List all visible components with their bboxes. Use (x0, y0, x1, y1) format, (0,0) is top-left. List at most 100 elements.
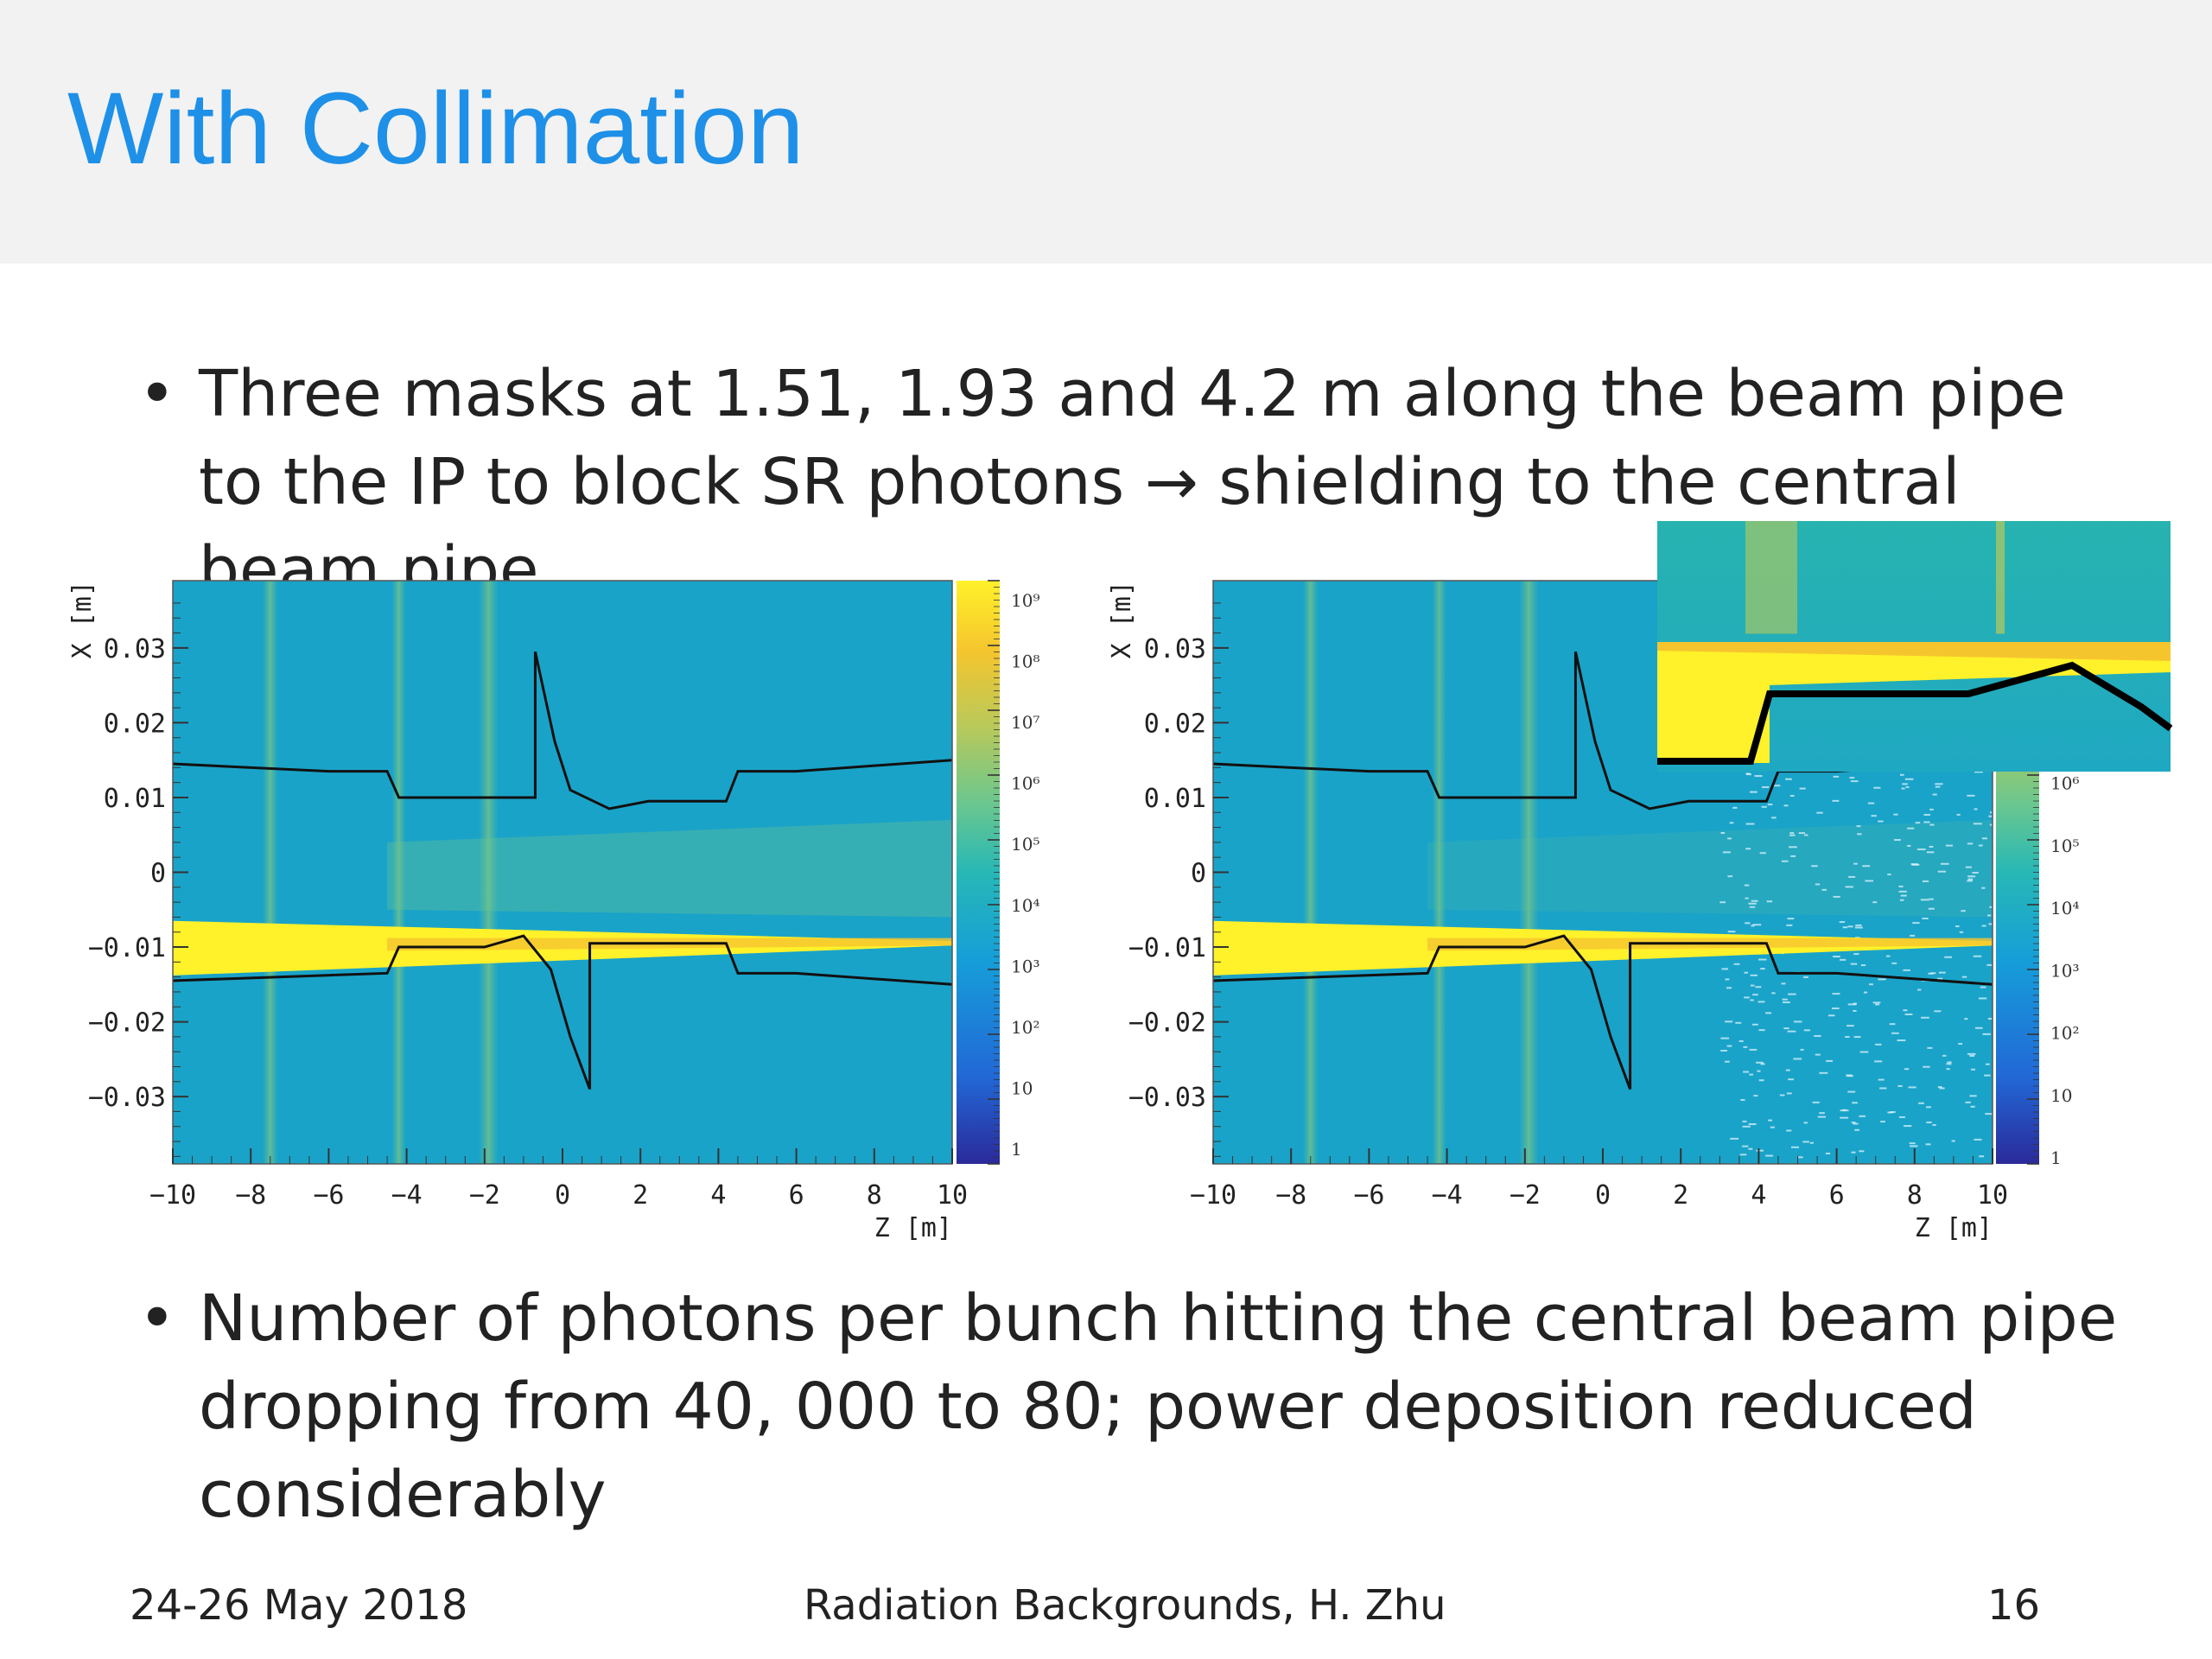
y-axis-label: X [m] (67, 581, 98, 658)
speckle (1879, 1087, 1887, 1090)
colorbar-label: 10⁶ (1011, 773, 1039, 794)
speckle (1928, 972, 1934, 975)
speckle (1928, 907, 1935, 910)
speckle (1804, 834, 1808, 836)
speckle (1756, 1061, 1764, 1064)
speckle (1852, 1102, 1859, 1104)
x-tick-label: 8 (867, 1180, 882, 1211)
speckle (1937, 1086, 1942, 1089)
speckle (1750, 984, 1755, 987)
speckle (1893, 813, 1898, 816)
speckle (1760, 968, 1765, 970)
speckle (1929, 823, 1935, 826)
speckle (1974, 1027, 1983, 1029)
speckle (1917, 988, 1922, 991)
bullet-text-1: Three masks at 1.51, 1.93 and 4.2 m alon… (199, 357, 2066, 607)
speckle (1814, 1034, 1821, 1037)
speckle (1779, 1094, 1785, 1096)
speckle (1937, 870, 1947, 873)
speckle (1939, 1087, 1945, 1090)
colorbar-label: 10 (2050, 1085, 2072, 1106)
inset-halo (1996, 521, 2005, 634)
speckle (1940, 862, 1949, 865)
inset-halo (1745, 521, 1797, 634)
speckle (1786, 1129, 1792, 1132)
speckle (1854, 926, 1863, 929)
speckle (1887, 1111, 1893, 1114)
speckle (1869, 983, 1873, 986)
speckle (1970, 1105, 1975, 1108)
speckle (1730, 1137, 1739, 1140)
speckle (1955, 925, 1960, 928)
speckle (1934, 1010, 1942, 1013)
y-tick-label: 0.03 (1144, 634, 1206, 664)
speckle (1752, 924, 1762, 926)
speckle (1967, 1052, 1976, 1055)
speckle (1907, 827, 1915, 830)
speckle (1860, 964, 1866, 967)
speckle (1771, 992, 1776, 995)
colorbar-label: 1 (1011, 1139, 1022, 1160)
colorbar-label: 10³ (1011, 956, 1039, 976)
colorbar (957, 581, 1000, 1164)
speckle (1785, 778, 1792, 780)
speckle (1771, 817, 1777, 819)
speckle (1945, 844, 1954, 847)
speckle (1859, 1150, 1865, 1153)
scatter-halo (391, 581, 406, 1164)
speckle (1932, 1124, 1936, 1127)
x-tick-label: 10 (937, 1180, 968, 1211)
speckle (1767, 804, 1773, 806)
speckle (1853, 1009, 1857, 1012)
speckle (1926, 1121, 1932, 1123)
speckle (1748, 902, 1757, 905)
colorbar-label: 10³ (2050, 960, 2079, 981)
speckle (1742, 1120, 1747, 1122)
speckle (1923, 814, 1930, 817)
speckle (1821, 888, 1827, 891)
speckle (1789, 832, 1795, 835)
speckle (1825, 1152, 1831, 1154)
speckle (1817, 1116, 1827, 1118)
speckle (1930, 972, 1936, 975)
speckle (1783, 804, 1789, 807)
speckle (1788, 1078, 1795, 1081)
speckle (1922, 917, 1929, 919)
x-tick-label: 6 (789, 1180, 804, 1211)
speckle (1920, 899, 1929, 901)
bullet-1: • Three masks at 1.51, 1.93 and 4.2 m al… (138, 350, 2126, 614)
speckle (1902, 783, 1908, 785)
speckle (1910, 934, 1916, 937)
speckle (1908, 1086, 1916, 1089)
speckle (1910, 863, 1918, 866)
speckle (1923, 1065, 1930, 1068)
speckle (1748, 1123, 1757, 1126)
speckle (1847, 1025, 1854, 1027)
speckle (1745, 897, 1749, 899)
y-tick-label: 0.01 (104, 784, 166, 814)
y-tick-label: −0.03 (88, 1083, 166, 1113)
speckle (1964, 1018, 1968, 1020)
speckle (1745, 922, 1751, 925)
x-tick-label: −2 (469, 1180, 500, 1211)
speckle (1749, 906, 1756, 908)
speckle (1989, 823, 1998, 826)
speckle (1849, 777, 1855, 779)
speckle (1745, 848, 1751, 850)
speckle (1935, 783, 1943, 785)
speckle (1847, 925, 1853, 928)
speckle (1965, 866, 1972, 868)
speckle (1847, 1075, 1853, 1077)
speckle (1946, 1063, 1952, 1065)
speckle (1791, 1146, 1800, 1148)
scatter-halo (262, 581, 278, 1164)
speckle (1744, 971, 1749, 974)
footer-center: Radiation Backgrounds, H. Zhu (804, 1581, 1446, 1630)
speckle (1770, 1126, 1775, 1128)
speckle (1742, 1145, 1749, 1147)
y-tick-label: −0.02 (88, 1008, 166, 1039)
zoom-inset (1657, 521, 2173, 772)
speckle (1750, 999, 1754, 1001)
speckle (1973, 955, 1982, 957)
speckle (1758, 1001, 1765, 1003)
